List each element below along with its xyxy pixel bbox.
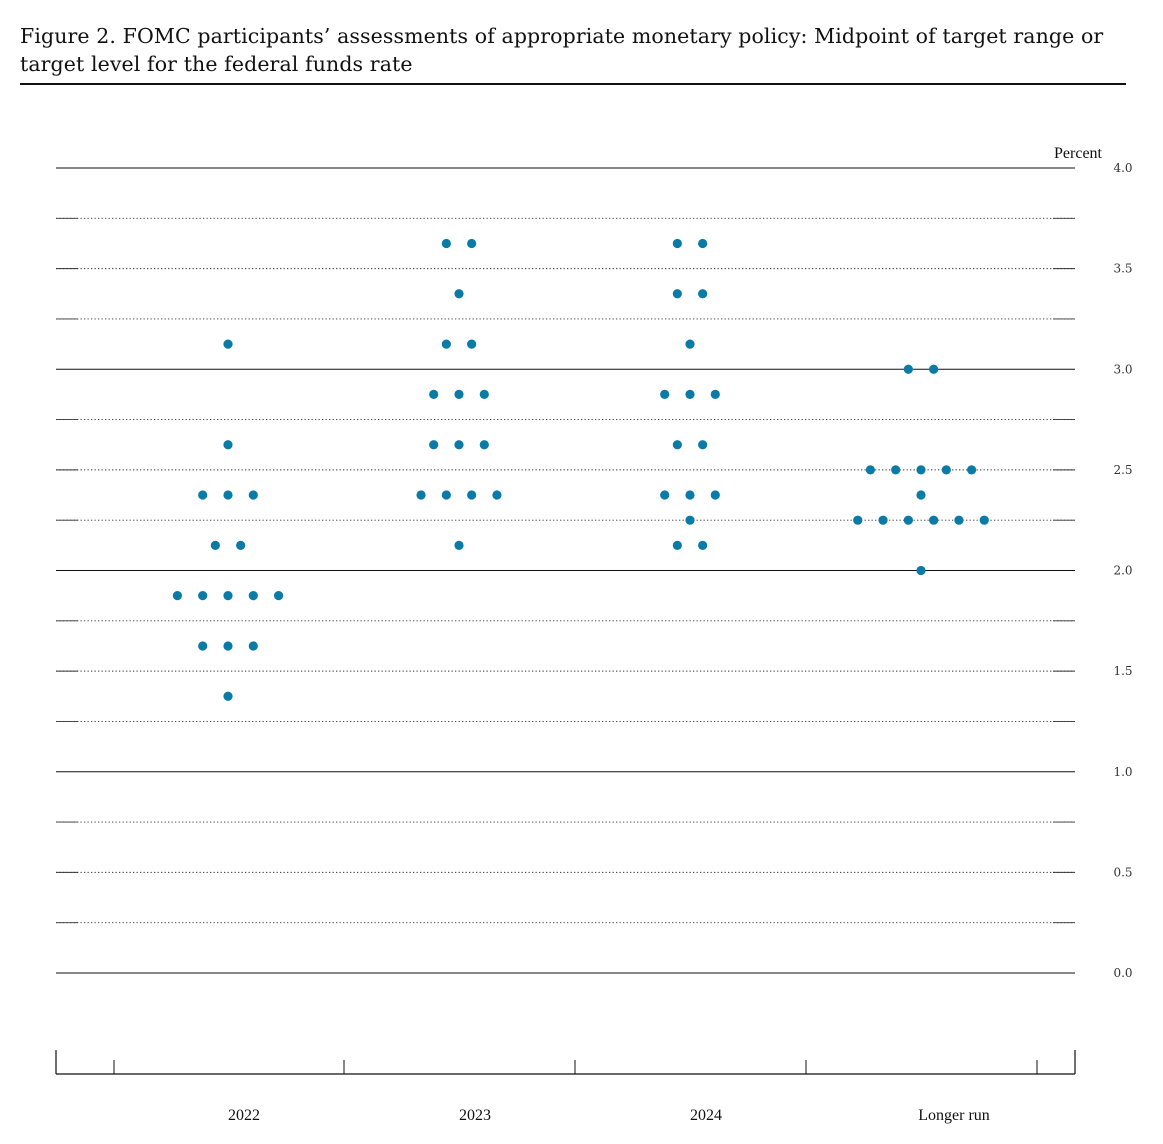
- dot-marker: [198, 641, 208, 651]
- dot-marker: [223, 440, 233, 450]
- dot-marker: [416, 490, 426, 500]
- dots-layer: [172, 238, 989, 701]
- dot-marker: [865, 465, 876, 475]
- dot-marker: [454, 289, 464, 299]
- dot-marker: [441, 238, 451, 249]
- dot-marker: [710, 389, 720, 400]
- dot-marker: [454, 389, 464, 400]
- dot-marker: [916, 490, 926, 500]
- dot-marker: [441, 490, 451, 500]
- dot-marker: [698, 440, 708, 450]
- dot-marker: [685, 389, 695, 400]
- dot-marker: [248, 490, 258, 500]
- dot-marker: [929, 364, 939, 374]
- dot-marker: [198, 591, 208, 601]
- dot-marker: [223, 641, 233, 651]
- y-tick-label: 3.0: [1113, 362, 1132, 376]
- x-category-label: Longer run: [918, 1107, 990, 1124]
- dot-marker: [198, 490, 208, 500]
- dot-marker: [660, 389, 670, 400]
- y-tick-label: 0.5: [1113, 865, 1132, 879]
- dot-marker: [967, 465, 977, 475]
- dot-marker: [710, 490, 720, 500]
- dot-marker: [223, 339, 233, 349]
- dot-marker: [698, 540, 708, 550]
- dot-marker: [941, 465, 951, 475]
- dot-marker: [454, 540, 464, 550]
- dot-marker: [916, 565, 926, 576]
- dot-marker: [672, 540, 682, 550]
- dot-marker: [172, 591, 182, 601]
- dot-marker: [467, 339, 477, 349]
- dot-marker: [685, 515, 695, 525]
- dot-marker: [878, 515, 888, 525]
- dot-marker: [903, 364, 913, 374]
- x-category-label: 2023: [459, 1107, 491, 1124]
- dot-marker: [210, 540, 220, 550]
- y-tick-label: 3.5: [1113, 262, 1132, 276]
- dot-marker: [903, 515, 913, 525]
- y-axis-label: Percent: [1054, 145, 1103, 162]
- dot-marker: [429, 389, 439, 400]
- dot-marker: [454, 440, 464, 450]
- dot-marker: [672, 238, 682, 249]
- x-axis: [55, 1050, 1076, 1075]
- y-tick-label: 1.0: [1113, 765, 1132, 779]
- y-tick-labels: 0.0 0.5 1.0 1.5 2.0 2.5 3.0 3.5 4.0: [1113, 161, 1132, 980]
- y-tick-label: 0.0: [1113, 966, 1132, 980]
- dot-marker: [223, 691, 233, 701]
- dot-marker: [672, 289, 682, 299]
- dot-marker: [853, 515, 863, 525]
- title-rule: [20, 83, 1126, 85]
- x-category-label: 2024: [690, 1107, 722, 1124]
- x-category-labels: 2022 2023 2024 Longer run: [228, 1107, 990, 1124]
- dot-marker: [467, 490, 477, 500]
- dot-marker: [248, 591, 258, 601]
- dot-marker: [467, 238, 477, 249]
- dot-marker: [698, 289, 708, 299]
- dot-marker: [479, 389, 489, 400]
- chart-title: Figure 2. FOMC participants’ assessments…: [20, 24, 1104, 76]
- dot-marker: [223, 591, 233, 601]
- dot-marker: [236, 540, 246, 550]
- dot-marker: [274, 591, 284, 601]
- dot-marker: [223, 490, 233, 500]
- grid-lines: [56, 167, 1075, 974]
- dot-marker: [685, 490, 695, 500]
- y-tick-label: 4.0: [1113, 161, 1132, 175]
- y-tick-label: 2.5: [1113, 463, 1132, 477]
- dot-marker: [248, 641, 258, 651]
- dot-marker: [429, 440, 439, 450]
- dot-marker: [492, 490, 502, 500]
- dot-marker: [660, 490, 670, 500]
- dot-marker: [954, 515, 964, 525]
- y-tick-label: 2.0: [1113, 564, 1132, 578]
- dot-marker: [929, 515, 939, 525]
- dot-marker: [891, 465, 901, 475]
- y-tick-label: 1.5: [1113, 664, 1132, 678]
- dot-marker: [479, 440, 489, 450]
- dot-marker: [916, 465, 926, 475]
- dot-marker: [685, 339, 695, 349]
- dot-marker: [698, 238, 708, 249]
- dot-marker: [979, 515, 989, 525]
- dot-marker: [441, 339, 451, 349]
- x-category-label: 2022: [228, 1107, 260, 1124]
- dot-marker: [672, 440, 682, 450]
